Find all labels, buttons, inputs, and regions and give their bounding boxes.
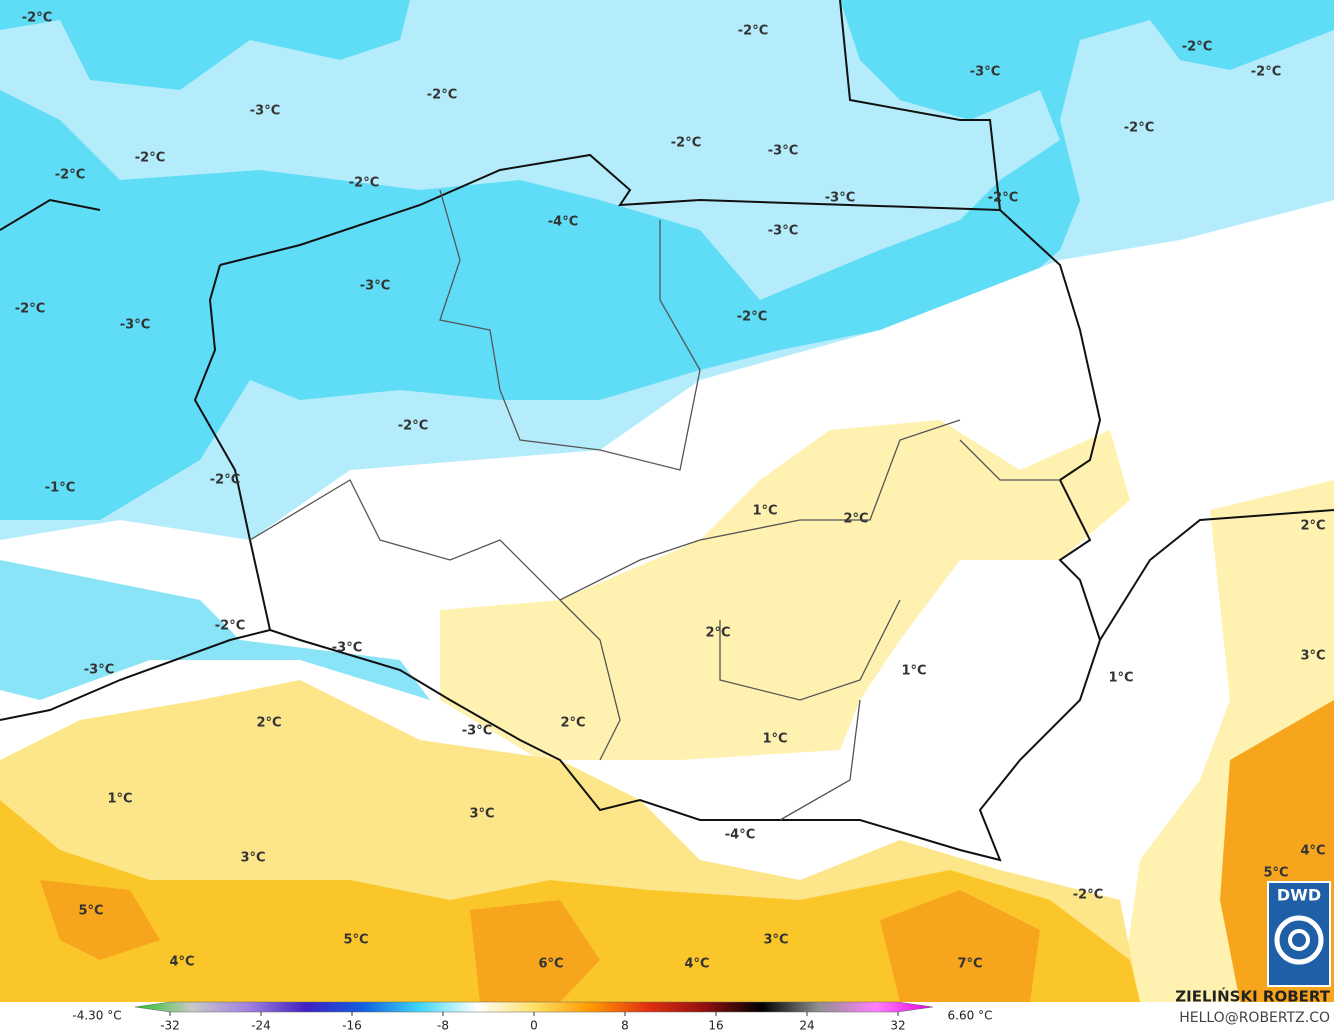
temperature-label: 2°C: [1300, 519, 1325, 534]
temperature-label: -2°C: [738, 24, 768, 39]
temperature-label: -2°C: [22, 11, 52, 26]
temperature-label: -3°C: [120, 318, 150, 333]
temperature-label: -3°C: [250, 104, 280, 119]
colorbar-tick-label: 24: [799, 1019, 814, 1033]
temperature-label: -4°C: [548, 215, 578, 230]
temperature-label: -2°C: [1124, 121, 1154, 136]
borders: [0, 0, 1334, 862]
temperature-label: -2°C: [398, 419, 428, 434]
temperature-label: -2°C: [988, 191, 1018, 206]
temperature-label: -2°C: [671, 136, 701, 151]
dwd-logo-text: DWD: [1277, 886, 1321, 905]
field-warmer: [0, 800, 1140, 1002]
temperature-label: 2°C: [705, 626, 730, 641]
temperature-label: -2°C: [210, 473, 240, 488]
field-cold: [0, 0, 1334, 520]
dwd-logo-swirl: [1274, 915, 1324, 965]
temperature-label: 2°C: [256, 716, 281, 731]
colorbar: -32 -24 -16 -8 0 8 16 24 32: [134, 1001, 934, 1033]
temperature-label: -3°C: [332, 641, 362, 656]
temperature-label: -3°C: [970, 65, 1000, 80]
temperature-label: 1°C: [1108, 671, 1133, 686]
temperature-label: -3°C: [768, 144, 798, 159]
colorbar-tick-label: -8: [437, 1019, 449, 1033]
temperature-labels: -2°C -2°C -2°C -3°C -2°C -2°C -3°C -2°C -2°C -2°C…: [15, 11, 1326, 972]
temperature-label: 3°C: [1300, 649, 1325, 664]
country-border: [193, 153, 1102, 862]
colorbar-min: -4.30 °C: [72, 1009, 121, 1023]
temperature-label: 6°C: [538, 957, 563, 972]
colorbar-tick-label: -24: [251, 1019, 271, 1033]
temperature-label: -2°C: [427, 88, 457, 103]
temperature-label: 3°C: [240, 851, 265, 866]
temperature-label: 3°C: [469, 807, 494, 822]
dwd-logo-swirl: [1288, 929, 1310, 951]
email: HELLO@ROBERTZ.CO: [1179, 1010, 1330, 1026]
field-cold-south: [0, 560, 430, 700]
temperature-label: 5°C: [1263, 866, 1288, 881]
temperature-label: 4°C: [169, 955, 194, 970]
colorbar-max: 6.60 °C: [948, 1009, 993, 1023]
temperature-label: 5°C: [78, 904, 103, 919]
temperature-label: -3°C: [360, 279, 390, 294]
region-border: [249, 189, 1060, 821]
colorbar-tick-label: -32: [160, 1019, 180, 1033]
temperature-label: -2°C: [15, 302, 45, 317]
temperature-label: 5°C: [343, 933, 368, 948]
colorbar-tick-label: 0: [530, 1019, 538, 1033]
colorbar-bar: [134, 1001, 934, 1013]
temperature-label: -3°C: [84, 663, 114, 678]
temperature-label: 7°C: [957, 957, 982, 972]
temperature-label: 1°C: [752, 504, 777, 519]
temperature-label: -2°C: [1073, 888, 1103, 903]
temperature-label: 4°C: [1300, 844, 1325, 859]
colorbar-tick-label: 16: [708, 1019, 723, 1033]
map-fields: [0, 0, 1334, 1002]
temperature-label: -2°C: [737, 310, 767, 325]
temperature-label: -4°C: [725, 828, 755, 843]
temperature-label: 1°C: [762, 732, 787, 747]
field-warm-center: [440, 420, 1130, 760]
temperature-label: -3°C: [768, 224, 798, 239]
temperature-label: -3°C: [825, 191, 855, 206]
temperature-label: 1°C: [901, 664, 926, 679]
temperature-label: -3°C: [462, 724, 492, 739]
country-border: [0, 0, 1334, 721]
temperature-label: 3°C: [763, 933, 788, 948]
temperature-label: 1°C: [107, 792, 132, 807]
temperature-label: 2°C: [560, 716, 585, 731]
temperature-label: 2°C: [843, 512, 868, 527]
colorbar-tick-label: -16: [342, 1019, 362, 1033]
colorbar-tick-label: 8: [621, 1019, 629, 1033]
temperature-label: -2°C: [55, 168, 85, 183]
field-hot: [40, 700, 1334, 1002]
temperature-label: -2°C: [1251, 65, 1281, 80]
temperature-label: -1°C: [45, 481, 75, 496]
temperature-label: -2°C: [215, 619, 245, 634]
temperature-label: 4°C: [684, 957, 709, 972]
author: ZIELIŃSKI ROBERT: [1175, 987, 1330, 1006]
colorbar-tick-label: 32: [890, 1019, 905, 1033]
temperature-label: -2°C: [1182, 40, 1212, 55]
temperature-label: -2°C: [135, 151, 165, 166]
temperature-label: -2°C: [349, 176, 379, 191]
